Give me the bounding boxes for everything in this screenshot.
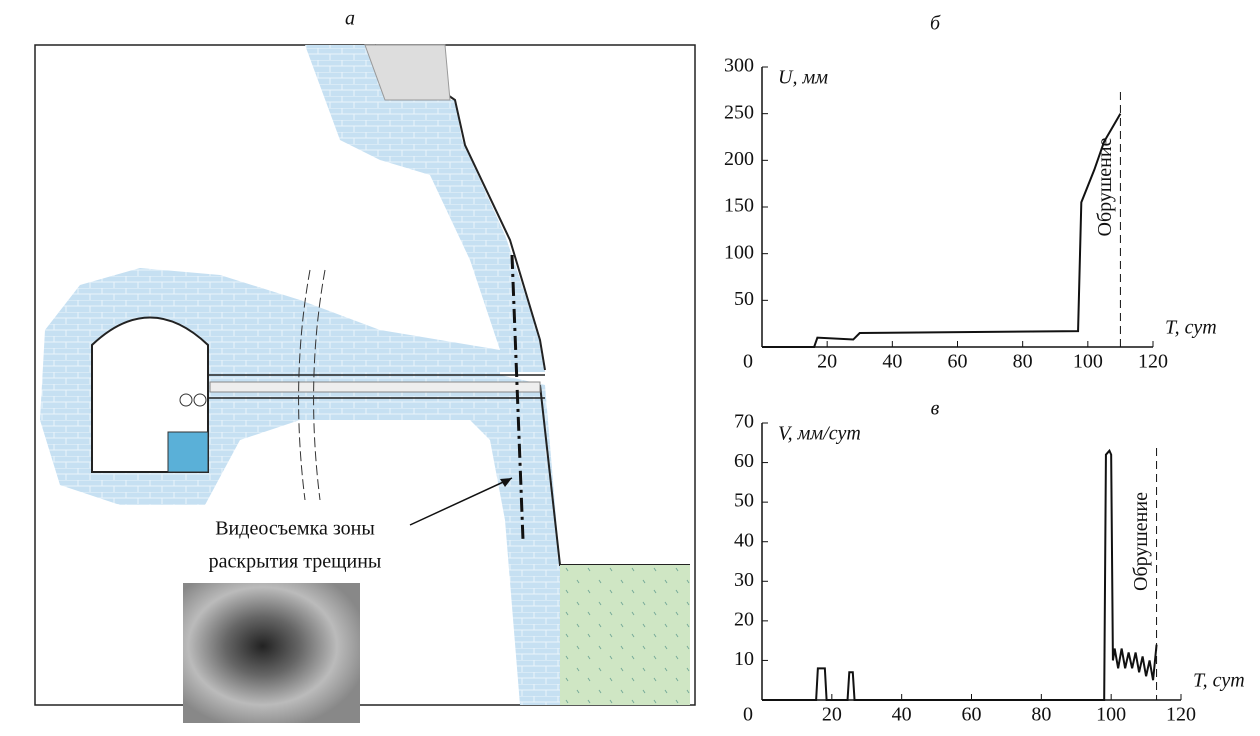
x-tick-label: 40 xyxy=(892,704,912,726)
x-tick-label: 60 xyxy=(948,351,968,373)
y-tick-label: 250 xyxy=(724,101,754,123)
y-tick-label: 50 xyxy=(734,490,754,512)
x-tick-label: 80 xyxy=(1031,704,1051,726)
data-line xyxy=(762,114,1120,347)
y-tick-label: 50 xyxy=(734,288,754,310)
roller xyxy=(194,394,206,406)
photo xyxy=(183,583,360,723)
x-tick-label: 20 xyxy=(817,351,837,373)
x-axis-label: T, сут xyxy=(1193,670,1245,692)
figure: а Видеосъемка зоны раскрытия трещины б 50… xyxy=(0,0,1260,731)
x-tick-label: 0 xyxy=(743,351,753,373)
panel-label: а xyxy=(345,8,355,30)
rod xyxy=(210,382,540,392)
x-tick-label: 60 xyxy=(962,704,982,726)
y-tick-label: 20 xyxy=(734,608,754,630)
y-tick-label: 60 xyxy=(734,450,754,472)
device xyxy=(168,432,208,472)
ground xyxy=(560,565,690,705)
annotation: Видеосъемка зоны xyxy=(215,518,375,540)
page: {"diagram":{"label":"а","annotation":["В… xyxy=(0,0,1260,736)
panel-label: б xyxy=(930,13,941,35)
y-tick-label: 30 xyxy=(734,569,754,591)
y-tick-label: 100 xyxy=(724,241,754,263)
y-tick-label: 40 xyxy=(734,529,754,551)
x-tick-label: 100 xyxy=(1073,351,1103,373)
x-tick-label: 20 xyxy=(822,704,842,726)
y-axis-label: V, мм/сут xyxy=(778,423,861,445)
x-tick-label: 100 xyxy=(1096,704,1126,726)
x-tick-label: 120 xyxy=(1166,704,1196,726)
y-tick-label: 10 xyxy=(734,648,754,670)
y-tick-label: 300 xyxy=(724,55,754,77)
y-tick-label: 70 xyxy=(734,411,754,433)
y-axis-label: U, мм xyxy=(778,67,828,89)
panel-label: в xyxy=(931,398,940,420)
annotation: Обрушение xyxy=(1130,492,1152,591)
x-tick-label: 80 xyxy=(1013,351,1033,373)
diagram: а Видеосъемка зоны раскрытия трещины xyxy=(35,8,695,723)
y-tick-label: 150 xyxy=(724,195,754,217)
x-tick-label: 0 xyxy=(743,704,753,726)
x-tick-label: 120 xyxy=(1138,351,1168,373)
roller xyxy=(180,394,192,406)
x-axis-label: T, сут xyxy=(1165,317,1217,339)
data-line xyxy=(762,451,1157,700)
x-tick-label: 40 xyxy=(882,351,902,373)
y-tick-label: 200 xyxy=(724,148,754,170)
annotation: Обрушение xyxy=(1094,137,1116,236)
annotation: раскрытия трещины xyxy=(209,551,382,573)
